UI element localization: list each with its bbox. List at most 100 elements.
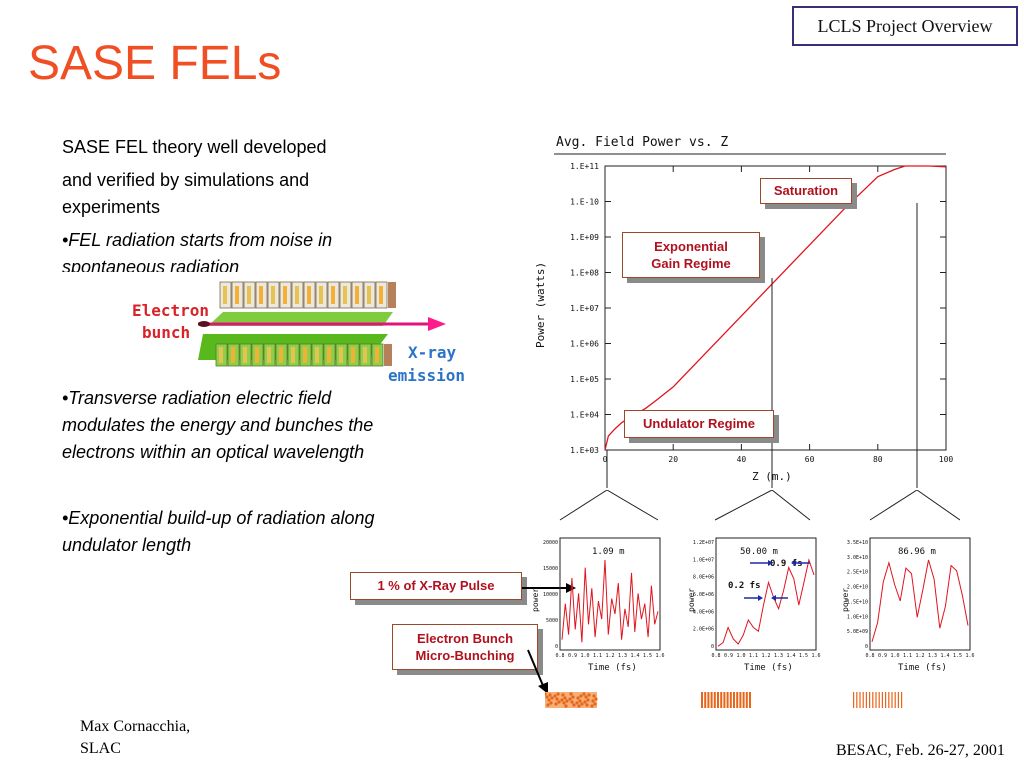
bullet-2-line-3: electrons within an optical wavelength bbox=[62, 442, 365, 462]
strip-dot bbox=[585, 703, 589, 707]
annotation-02fs: 0.2 fs bbox=[728, 581, 761, 591]
strip-bar bbox=[736, 692, 739, 708]
bottom-magnet-arrow bbox=[231, 347, 235, 363]
fan-1b bbox=[606, 490, 659, 521]
top-magnet-arrow bbox=[283, 286, 287, 304]
bottom-magnet-arrow bbox=[351, 347, 355, 363]
strip-dot bbox=[579, 694, 583, 698]
exp-gain-line-1: Exponential bbox=[654, 239, 728, 254]
y-tick-label: 1.E+07 bbox=[570, 304, 599, 313]
mini-plot-1: 1.09 m Time (fs) power 20000 15000 10000 50… bbox=[531, 537, 665, 673]
mini-y-tick-label: 2.0E+06 bbox=[693, 627, 714, 633]
strip-dot bbox=[571, 695, 575, 699]
xray-label-2: emission bbox=[388, 366, 464, 385]
strip-dot bbox=[554, 702, 558, 706]
top-magnet-arrow bbox=[343, 286, 347, 304]
mini-y-tick-label: 0 bbox=[711, 644, 714, 650]
mini-x-tick-label: 1.5 bbox=[953, 653, 962, 659]
mini-curve-1 bbox=[561, 559, 659, 643]
mini-y-tick-label: 3.5E+10 bbox=[847, 540, 868, 546]
y-axis-label: Power (watts) bbox=[534, 262, 547, 348]
mini-x-tick-label: 0.8 bbox=[711, 653, 720, 659]
bottom-magnet-arrow bbox=[291, 347, 295, 363]
strip-bar bbox=[742, 692, 745, 708]
mini-y-tick-label: 15000 bbox=[543, 566, 558, 572]
top-magnet-end bbox=[388, 282, 396, 308]
bullet-2-line-2: modulates the energy and bunches the bbox=[62, 415, 374, 435]
mini-ylabel-2: power bbox=[687, 588, 696, 612]
electron-label-1: Electron bbox=[132, 301, 209, 320]
strip-line bbox=[869, 692, 871, 708]
plot-frame bbox=[604, 165, 947, 451]
x-tick-label: 80 bbox=[873, 455, 883, 464]
top-magnet-arrow bbox=[331, 286, 335, 304]
top-magnet-arrow bbox=[271, 286, 275, 304]
strip-dot bbox=[548, 693, 552, 697]
bunching-strips bbox=[545, 692, 903, 708]
ann-arrow-a2-head bbox=[791, 560, 796, 566]
mini-x-tick-label: 0.9 bbox=[724, 653, 733, 659]
mini-y-tick-label: 1.2E+07 bbox=[693, 540, 714, 546]
strip-dot bbox=[556, 692, 560, 696]
mini-x-tick-label: 1.4 bbox=[630, 653, 639, 659]
strip-dot bbox=[565, 699, 569, 703]
top-magnet-arrow bbox=[223, 286, 227, 304]
mini-x-tick-label: 1.2 bbox=[605, 653, 614, 659]
strip-bar bbox=[704, 692, 707, 708]
mini-x-tick-label: 1.3 bbox=[928, 653, 937, 659]
strip-dot bbox=[577, 704, 581, 708]
top-magnet-arrow bbox=[235, 286, 239, 304]
fan-2b bbox=[771, 490, 811, 521]
strip-dot bbox=[591, 699, 595, 703]
strip-dot bbox=[584, 695, 588, 699]
strip-dot bbox=[545, 695, 549, 699]
strip-bar bbox=[720, 692, 723, 708]
mini-y-tick-label: 20000 bbox=[543, 540, 558, 546]
mini-y-tick-label: 1.5E+10 bbox=[847, 599, 868, 605]
mini-y-tick-label: 0 bbox=[555, 644, 558, 650]
bullet-1-line-2: spontaneous radiation bbox=[62, 257, 240, 272]
strip-bar bbox=[749, 692, 751, 708]
strip-dot bbox=[582, 692, 586, 696]
mini-xlabel-1: Time (fs) bbox=[588, 663, 637, 673]
intro-line-3: experiments bbox=[62, 197, 161, 217]
mini-x-tick-label: 0.9 bbox=[878, 653, 887, 659]
bullet-1-line-1: •FEL radiation starts from noise in bbox=[62, 230, 333, 250]
strip-bar bbox=[707, 692, 710, 708]
strip-dot bbox=[572, 703, 576, 707]
mini-y-tick-label: 2.0E+10 bbox=[847, 585, 868, 591]
mini-y-tick-label: 8.0E+06 bbox=[693, 575, 714, 581]
strip-dot bbox=[553, 694, 557, 698]
strip-bar bbox=[723, 692, 726, 708]
bottom-magnet-arrow bbox=[255, 347, 259, 363]
strip-bar bbox=[729, 692, 732, 708]
bunch-arrow-line bbox=[527, 649, 545, 689]
y-tick-label: 1.E+04 bbox=[570, 411, 599, 420]
electron-bunch-dot bbox=[198, 321, 210, 327]
mini-x-tick-label: 0.8 bbox=[555, 653, 564, 659]
top-magnet-arrow bbox=[259, 286, 263, 304]
fan-2a bbox=[714, 490, 773, 521]
strip-dot bbox=[564, 704, 568, 708]
xray-arrow-head bbox=[428, 317, 446, 331]
bottom-magnet-end bbox=[384, 344, 392, 366]
mini-y-tick-label: 5000 bbox=[546, 618, 558, 624]
fan-1a bbox=[559, 490, 608, 521]
strip-dot bbox=[593, 702, 597, 706]
y-tick-label: 1.E+03 bbox=[570, 446, 599, 455]
mini-label-1: 1.09 m bbox=[592, 547, 625, 557]
mini-plot-2: 50.00 m Time (fs) power 1.2E+07 1.0E+07 8.… bbox=[687, 537, 821, 673]
mini-label-2: 50.00 m bbox=[740, 547, 778, 557]
y-tick-label: 1.E+08 bbox=[570, 269, 599, 278]
strip-dot bbox=[570, 700, 574, 704]
mini-x-tick-label: 1.5 bbox=[799, 653, 808, 659]
mini-frame-1 bbox=[559, 537, 661, 651]
strip-line bbox=[881, 692, 883, 708]
strip-dot bbox=[560, 698, 564, 702]
strip-bar bbox=[710, 692, 713, 708]
strip-dot bbox=[550, 696, 554, 700]
strip-dot bbox=[549, 701, 553, 705]
exp-gain-callout: Exponential Gain Regime bbox=[622, 232, 760, 278]
bullet-3-line-2: undulator length bbox=[62, 535, 192, 555]
strip-bar bbox=[717, 692, 719, 708]
